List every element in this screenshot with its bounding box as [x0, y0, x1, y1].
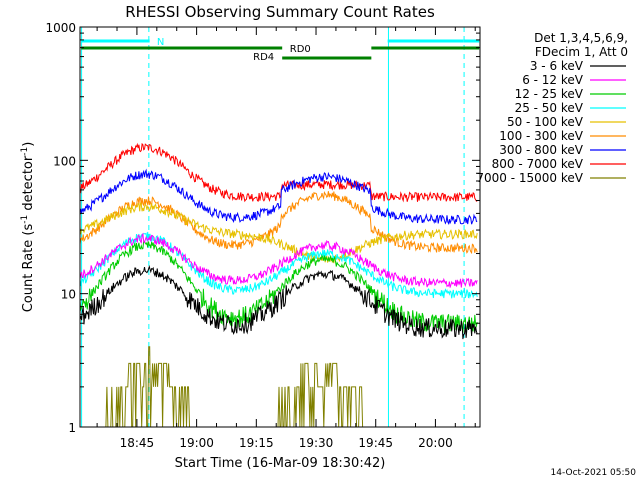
y-tick-label: 1 — [68, 421, 76, 435]
series-3-6-kev — [79, 264, 478, 340]
legend: Det 1,3,4,5,6,9, FDecim 1, Att 0 3 - 6 k… — [476, 31, 628, 185]
y-axis-label-part1: Count Rate (s — [21, 224, 36, 313]
state-bar-rd0-label: RD0 — [290, 44, 311, 55]
footer-timestamp: 14-Oct-2021 05:50 — [551, 468, 637, 478]
legend-header-line2: FDecim 1, Att 0 — [535, 45, 628, 59]
series-12-25-kev — [79, 239, 478, 334]
legend-label: 12 - 25 keV — [515, 87, 584, 101]
series-6-12-kev — [79, 232, 478, 288]
y-tick-label: 100 — [53, 154, 76, 168]
y-axis-label: Count Rate (s-1 detector-1) — [20, 142, 36, 313]
x-tick-label: 19:45 — [358, 436, 393, 450]
y-axis: 1 10 100 1000 — [45, 21, 480, 435]
series-100-300-kev — [79, 191, 478, 255]
x-axis: 18:45 19:00 19:15 19:30 19:45 20:00 — [96, 27, 476, 450]
legend-label: 6 - 12 keV — [522, 73, 584, 87]
x-tick-label: 18:45 — [120, 436, 155, 450]
state-bar-rd4-label: RD4 — [253, 52, 274, 63]
x-tick-label: 19:00 — [179, 436, 214, 450]
series-800-7000-kev — [79, 142, 478, 203]
y-axis-label-part2: detector — [21, 155, 36, 215]
legend-header-line1: Det 1,3,4,5,6,9, — [534, 31, 628, 45]
legend-label: 25 - 50 keV — [515, 101, 584, 115]
series-7000-15000-kev — [80, 346, 478, 428]
legend-label: 100 - 300 keV — [499, 129, 583, 143]
x-tick-label: 19:15 — [239, 436, 274, 450]
legend-label: 50 - 100 keV — [507, 115, 584, 129]
x-tick-label: 20:00 — [418, 436, 453, 450]
legend-label: 3 - 6 keV — [530, 59, 584, 73]
x-tick-label: 19:30 — [299, 436, 334, 450]
legend-label: 800 - 7000 keV — [492, 157, 584, 171]
state-bar-n-label: N — [157, 37, 164, 48]
series-50-100-kev — [79, 202, 478, 264]
series-25-50-kev — [79, 231, 478, 299]
legend-label: 300 - 800 keV — [499, 143, 583, 157]
y-axis-label-sup1: -1 — [20, 215, 30, 224]
x-axis-label: Start Time (16-Mar-09 18:30:42) — [175, 456, 386, 471]
y-tick-label: 10 — [61, 288, 76, 302]
y-tick-label: 1000 — [45, 21, 76, 35]
chart-title: RHESSI Observing Summary Count Rates — [125, 3, 435, 21]
series-300-800-kev — [79, 168, 478, 225]
legend-label: 7000 - 15000 keV — [476, 171, 583, 185]
y-axis-label-part3: ) — [21, 142, 36, 147]
plot-area: N RD0 RD4 — [79, 27, 480, 428]
plot-frame — [79, 26, 481, 428]
y-axis-label-sup2: -1 — [20, 147, 30, 156]
